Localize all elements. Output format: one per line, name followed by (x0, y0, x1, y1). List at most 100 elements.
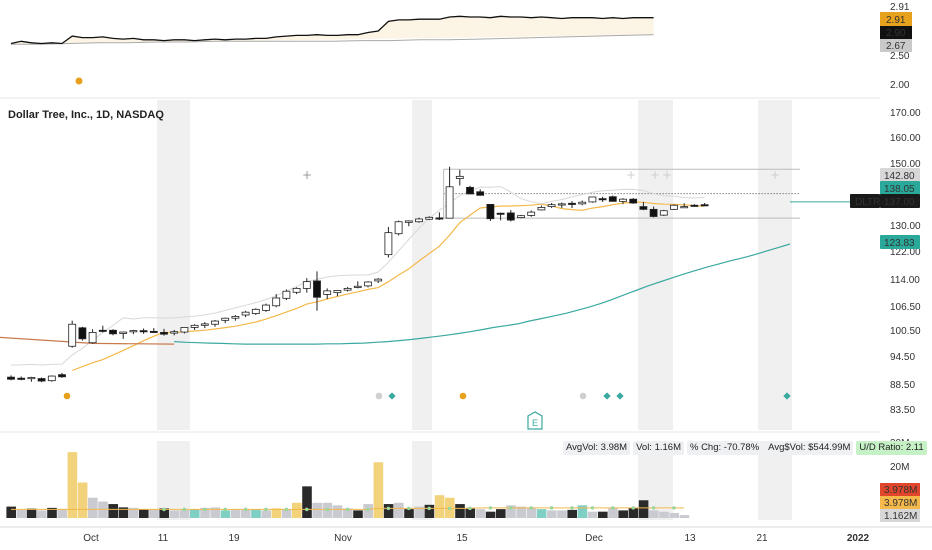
volume-signal-dot (243, 507, 248, 512)
volume-bar (230, 509, 241, 518)
price-badge-12383: 123.83 (884, 238, 915, 249)
volume-signal-dot (203, 507, 207, 512)
volume-bar (506, 505, 516, 518)
volume-bar (516, 506, 526, 518)
volume-stats-bar: AvgVol: 3.98M Vol: 1.16M % Chg: -70.78% … (563, 441, 927, 455)
time-axis-label: Oct (83, 533, 99, 544)
price-axis-label: 114.00 (890, 275, 920, 286)
volume-signal-dot (162, 507, 166, 512)
price-badge-14280: 142.80 (884, 171, 915, 182)
time-axis-label: 13 (684, 533, 696, 544)
vol-badge-2: 3.978M (884, 498, 917, 509)
volume-bar (455, 504, 465, 518)
signal-diamond (388, 392, 396, 400)
signal-dot (459, 392, 467, 400)
volume-bar (6, 506, 17, 518)
ma-gray-line (10, 186, 705, 366)
volume-bar (628, 507, 639, 518)
candle-body (58, 374, 66, 378)
price-axis-label: 88.50 (890, 380, 915, 391)
candle-body (629, 198, 638, 204)
volume-signal-dot (509, 506, 513, 510)
volume-bar (618, 510, 628, 518)
volume-bar (67, 452, 78, 518)
volume-bar (271, 508, 282, 518)
vol-badge-2-bg (880, 496, 920, 509)
candle-body (78, 327, 87, 340)
candle-body (109, 329, 117, 335)
shade-band-vol-1 (412, 441, 432, 520)
candle-body (333, 290, 342, 294)
volume-bar (261, 510, 271, 518)
top-indicator-long-ma (11, 34, 654, 45)
candle-body (445, 186, 454, 219)
candle-body (690, 204, 699, 207)
time-axis-label: 11 (158, 533, 169, 544)
volume-bar (37, 510, 47, 518)
vol-badge-3-bg (880, 509, 920, 522)
candle-body (211, 320, 219, 325)
candle-body (149, 330, 158, 333)
price-badge-13805-bg (880, 181, 920, 195)
top-badge-267-bg (880, 39, 912, 52)
earnings-icon[interactable] (527, 411, 543, 430)
price-badge-13700: 137.00 (884, 197, 915, 208)
volume-bar (26, 508, 37, 518)
volume-bar (526, 507, 537, 518)
volume-bar (649, 510, 659, 518)
vol-axis-label: 20M (890, 462, 909, 473)
candle-body (608, 196, 617, 202)
candle-body (435, 217, 444, 220)
volume-signal-dot (223, 507, 227, 512)
event-plus-marker: + (650, 168, 660, 182)
time-axis-label: 2022 (847, 533, 870, 544)
candle-body (404, 220, 413, 223)
signal-diamond (783, 392, 791, 400)
candle-body (425, 216, 434, 220)
price-axis-label: 170.00 (890, 108, 921, 119)
volume-bar (292, 502, 302, 518)
candle-body (47, 375, 56, 382)
vol-badge-1-bg (880, 483, 920, 496)
candle-body (98, 329, 107, 332)
volume-signal-dot (284, 507, 289, 512)
volume-bar (332, 505, 343, 518)
volume-bar (251, 509, 261, 518)
volume-signal-dot (305, 507, 309, 512)
top-badge-291-bg (880, 12, 912, 26)
shade-band-main-3 (758, 100, 792, 430)
candle-body (119, 331, 128, 334)
price-axis-label: 100.50 (890, 326, 921, 337)
volume-bar (577, 505, 588, 518)
volume-bar (547, 510, 557, 518)
signal-diamond (616, 392, 624, 400)
candle-body (160, 332, 168, 335)
candle-body (578, 201, 587, 205)
candle-body (466, 186, 474, 195)
top-badge-290-bg (880, 26, 912, 39)
candle-body (639, 206, 648, 210)
candle-body (343, 287, 352, 291)
price-axis-label: 122.00 (890, 247, 921, 258)
volume-bar (669, 512, 679, 518)
volume-bar (434, 495, 445, 518)
stat-pct-change: % Chg: -70.78% (686, 441, 763, 455)
volume-signal-dot (549, 506, 554, 510)
candle-body (170, 331, 179, 334)
candle-body (27, 377, 36, 380)
event-plus-marker: + (662, 168, 672, 182)
volume-bar (659, 511, 669, 518)
volume-bar (373, 462, 384, 518)
candle-body (17, 377, 26, 380)
candle-body (231, 316, 240, 319)
top-axis-label: 2.50 (890, 51, 910, 62)
price-axis-label: 94.50 (890, 352, 915, 363)
volume-bar (118, 507, 129, 518)
candle-body (486, 203, 495, 220)
time-axis-label: 21 (756, 533, 768, 544)
top-axis-label: 2.91 (890, 2, 910, 13)
candle-body (670, 204, 678, 210)
volume-bar (312, 502, 322, 518)
volume-signal-dot (611, 506, 615, 510)
